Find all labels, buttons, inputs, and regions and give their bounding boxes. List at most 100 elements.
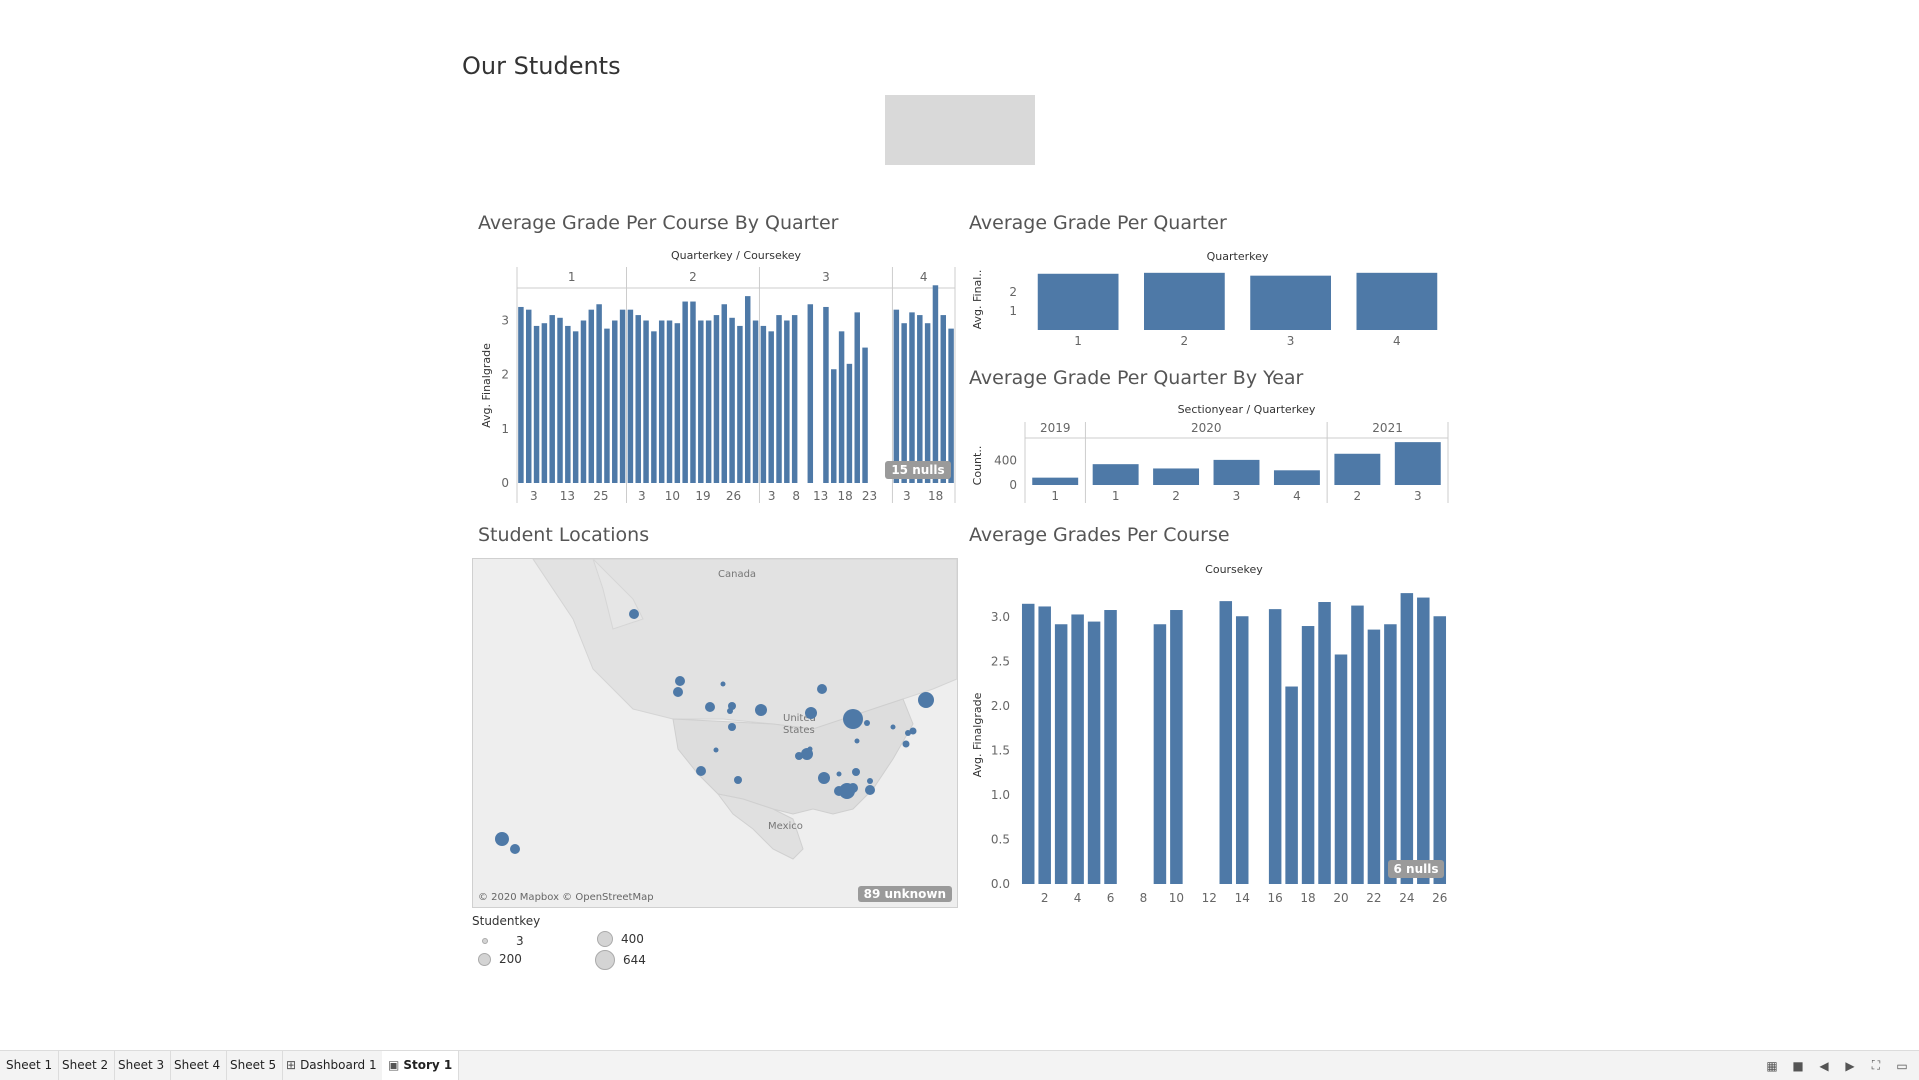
bar[interactable]	[721, 304, 728, 483]
chart-grade-per-quarter-by-year[interactable]: Sectionyear / Quarterkey 0 400 Count.. 2019 1…	[965, 400, 1455, 510]
map-dot[interactable]	[890, 724, 896, 730]
bar[interactable]	[1087, 621, 1101, 884]
bar[interactable]	[705, 320, 712, 484]
bar[interactable]	[1144, 272, 1225, 330]
map-dot[interactable]	[675, 676, 685, 686]
bar[interactable]	[1054, 624, 1068, 884]
bar[interactable]	[1400, 593, 1414, 884]
bar[interactable]	[1273, 470, 1320, 485]
map-dot[interactable]	[705, 702, 715, 712]
map-dot[interactable]	[673, 687, 683, 697]
map-dot[interactable]	[805, 707, 817, 719]
map-dot[interactable]	[817, 684, 827, 694]
bar[interactable]	[1235, 616, 1249, 884]
bar[interactable]	[518, 306, 524, 483]
bar[interactable]	[948, 328, 954, 483]
map-dot[interactable]	[495, 832, 509, 846]
bar[interactable]	[643, 320, 649, 484]
bar[interactable]	[831, 369, 837, 483]
bar[interactable]	[807, 304, 814, 483]
bar[interactable]	[768, 331, 774, 483]
map-dot[interactable]	[843, 709, 863, 729]
bar[interactable]	[1021, 603, 1035, 884]
bar[interactable]	[1351, 605, 1364, 884]
bar[interactable]	[1037, 273, 1119, 330]
map-dot[interactable]	[905, 730, 911, 736]
bar[interactable]	[1250, 275, 1331, 330]
bar[interactable]	[690, 301, 696, 483]
bar[interactable]	[1268, 609, 1282, 884]
tab-sheet-1[interactable]: Sheet 1	[0, 1051, 60, 1080]
bar[interactable]	[1170, 610, 1183, 884]
bar[interactable]	[1394, 442, 1441, 485]
bar[interactable]	[846, 363, 853, 483]
bar[interactable]	[737, 325, 743, 483]
bar[interactable]	[565, 325, 571, 483]
bar[interactable]	[698, 320, 704, 484]
bar[interactable]	[854, 312, 860, 483]
map-dots[interactable]	[495, 609, 934, 854]
bar[interactable]	[744, 296, 751, 483]
bar[interactable]	[909, 312, 915, 483]
bar[interactable]	[1285, 686, 1298, 884]
bar[interactable]	[838, 331, 845, 483]
bar[interactable]	[627, 309, 634, 483]
bar[interactable]	[917, 315, 923, 483]
map-dot[interactable]	[720, 681, 726, 687]
next-icon[interactable]: ▶	[1845, 1058, 1855, 1073]
bar[interactable]	[658, 320, 665, 484]
map-dot[interactable]	[864, 720, 870, 726]
bar[interactable]	[580, 320, 587, 484]
map-dot[interactable]	[510, 844, 520, 854]
map-dot[interactable]	[902, 740, 910, 748]
bar[interactable]	[760, 325, 767, 483]
bar[interactable]	[776, 315, 782, 483]
bar[interactable]	[596, 304, 602, 483]
bar[interactable]	[1384, 624, 1397, 884]
nulls-badge[interactable]: 6 nulls	[1388, 860, 1444, 878]
tab-sheet-3[interactable]: Sheet 3	[112, 1051, 172, 1080]
bar[interactable]	[893, 309, 900, 483]
map-dot[interactable]	[848, 783, 858, 793]
bar[interactable]	[729, 317, 735, 483]
map-dot[interactable]	[713, 747, 719, 753]
bar[interactable]	[1032, 477, 1079, 485]
map-dot[interactable]	[865, 785, 875, 795]
bar[interactable]	[1367, 629, 1381, 884]
map-dot[interactable]	[918, 692, 934, 708]
bar[interactable]	[674, 323, 681, 483]
tab-dashboard-1[interactable]: ⊞ Dashboard 1	[280, 1051, 384, 1080]
chart-grade-per-quarter[interactable]: Quarterkey 1 2 Avg. Final.. 1 2 3 4	[965, 245, 1455, 355]
bar[interactable]	[541, 323, 548, 483]
story-caption-placeholder[interactable]	[885, 95, 1035, 165]
chart-grades-per-course[interactable]: Coursekey 0.0 0.5 1.0 1.5 2.0 2.5 3.0 Avg. Final…	[965, 556, 1455, 906]
tab-story-1[interactable]: ▣ Story 1	[382, 1051, 460, 1080]
grid-view-icon[interactable]: ▦	[1766, 1058, 1778, 1073]
bar[interactable]	[940, 315, 947, 483]
student-locations-map[interactable]: Canada United States Mexico	[472, 558, 958, 908]
bar[interactable]	[604, 328, 610, 483]
bar[interactable]	[549, 315, 555, 483]
bar[interactable]	[1334, 654, 1348, 884]
bar[interactable]	[612, 320, 618, 484]
bar[interactable]	[1071, 614, 1084, 884]
map-dot[interactable]	[836, 771, 842, 777]
tab-sheet-2[interactable]: Sheet 2	[56, 1051, 116, 1080]
bar[interactable]	[1092, 464, 1139, 485]
map-dot[interactable]	[629, 609, 639, 619]
bar[interactable]	[1433, 616, 1447, 884]
fit-width-icon[interactable]: ⛶	[1871, 1058, 1881, 1072]
map-dot[interactable]	[727, 708, 733, 714]
map-dot[interactable]	[728, 723, 736, 731]
bar[interactable]	[752, 320, 759, 484]
bar[interactable]	[1318, 602, 1331, 884]
bar[interactable]	[588, 309, 595, 483]
map-dot[interactable]	[696, 766, 706, 776]
map-dot[interactable]	[755, 704, 767, 716]
tab-sheet-5[interactable]: Sheet 5	[224, 1051, 284, 1080]
bar[interactable]	[1334, 453, 1381, 485]
bar[interactable]	[666, 320, 673, 484]
bar[interactable]	[572, 331, 579, 483]
bar[interactable]	[1153, 624, 1167, 884]
